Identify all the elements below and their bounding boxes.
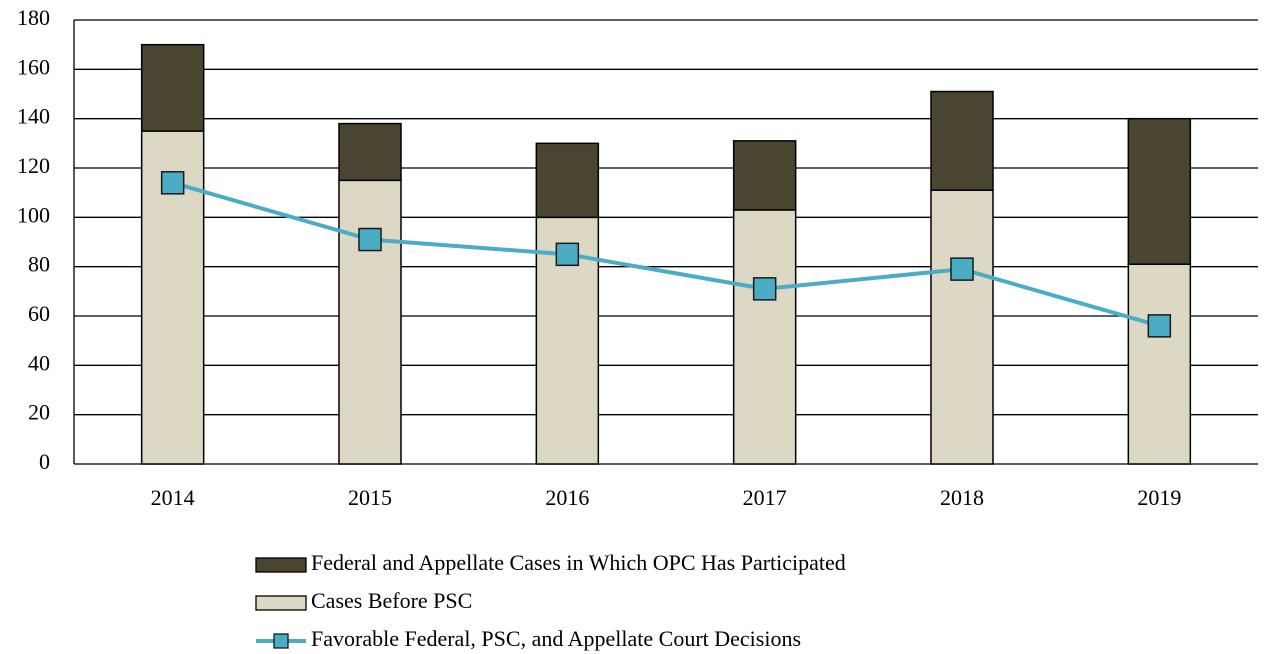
legend-label: Cases Before PSC [311, 588, 472, 613]
y-tick-label: 40 [28, 350, 50, 375]
bar [930, 189, 994, 465]
y-tick-label: 160 [17, 54, 50, 79]
legend-swatch [255, 557, 307, 573]
bar [930, 90, 994, 191]
y-tick-label: 20 [28, 400, 50, 425]
bar [535, 142, 600, 219]
y-tick-label: 80 [28, 252, 50, 277]
y-tick-label: 140 [17, 104, 50, 129]
marker [555, 242, 580, 267]
x-tick-label: 2016 [545, 485, 589, 510]
x-tick-label: 2018 [940, 485, 984, 510]
marker [1147, 314, 1172, 338]
legend-label: Favorable Federal, PSC, and Appellate Co… [311, 626, 801, 651]
x-tick-label: 2019 [1137, 485, 1181, 510]
marker [358, 227, 382, 252]
bar [1127, 263, 1192, 465]
y-tick-label: 60 [28, 301, 50, 326]
bar [732, 140, 797, 211]
y-tick-label: 120 [17, 153, 50, 178]
legend-marker [273, 633, 289, 649]
bar [338, 179, 402, 465]
y-tick-label: 100 [17, 202, 50, 227]
bar [1127, 117, 1192, 265]
bar [140, 43, 205, 132]
x-tick-label: 2017 [743, 485, 787, 510]
bar [732, 209, 797, 465]
legend-swatch [255, 595, 307, 611]
marker [752, 277, 777, 301]
legend-label: Federal and Appellate Cases in Which OPC… [311, 550, 846, 575]
x-tick-label: 2015 [348, 485, 392, 510]
marker [160, 171, 185, 195]
line [172, 180, 1160, 328]
y-tick-label: 0 [39, 449, 50, 474]
x-tick-label: 2014 [151, 485, 195, 510]
bar [338, 122, 402, 182]
y-tick-label: 180 [17, 5, 50, 30]
marker [950, 257, 974, 281]
